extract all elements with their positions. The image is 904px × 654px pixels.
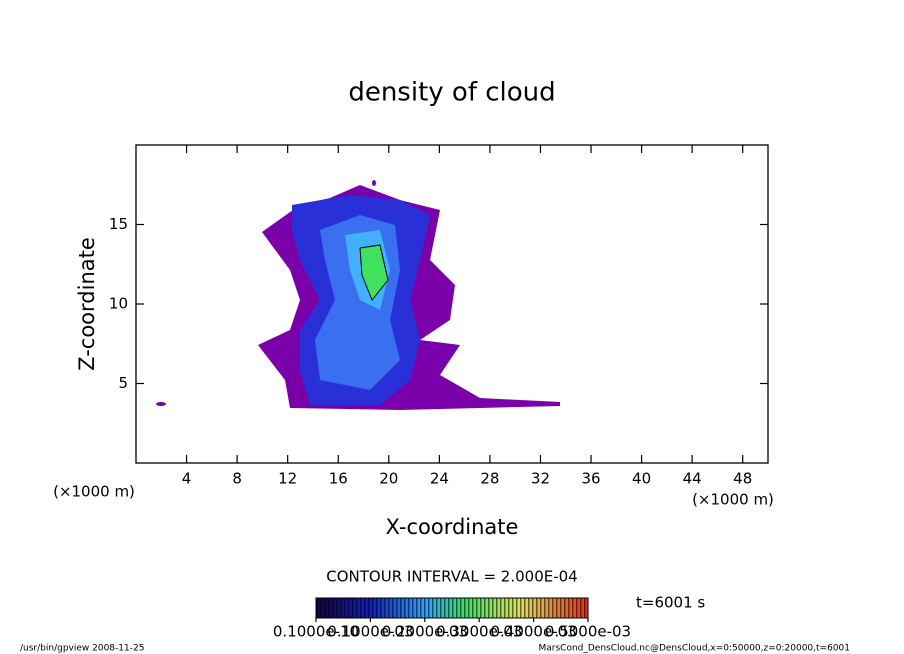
x-tick-label: 12 (278, 470, 297, 488)
x-tick-label: 20 (379, 470, 398, 488)
chart-title: density of cloud (348, 78, 555, 108)
colorbar-tick-label: 0.3000e-03 (436, 623, 522, 641)
x-unit: (×1000 m) (692, 491, 774, 509)
footer-left: /usr/bin/gpview 2008-11-25 (20, 644, 144, 654)
x-tick-label: 8 (232, 470, 242, 488)
footer-right: MarsCond_DensCloud.nc@DensCloud,x=0:5000… (539, 644, 851, 654)
y-tick-label: 10 (109, 295, 128, 313)
cloud-field (156, 180, 560, 410)
x-tick-label: 24 (430, 470, 449, 488)
x-tick-label: 16 (329, 470, 348, 488)
colorbar-tick-label: 0.1000e-03 (327, 623, 413, 641)
colorbar-frame (315, 597, 589, 619)
x-tick-label: 32 (531, 470, 550, 488)
time-label: t=6001 s (636, 594, 705, 612)
x-tick-label: 40 (632, 470, 651, 488)
x-tick-label: 44 (683, 470, 702, 488)
y-unit: (×1000 m) (53, 483, 135, 501)
y-tick-label: 5 (118, 374, 128, 392)
x-tick-label: 48 (733, 470, 752, 488)
contour-interval: CONTOUR INTERVAL = 2.000E-04 (326, 568, 577, 586)
x-tick-label: 4 (182, 470, 192, 488)
colorbar-tick-label: 0.1000e-10 (273, 623, 359, 641)
y-axis-label: Z-coordinate (75, 237, 99, 371)
colorbar-tick-label: 0.5000e-03 (545, 623, 631, 641)
colorbar-tick-label: 0.4000e-03 (490, 623, 576, 641)
x-tick-label: 28 (480, 470, 499, 488)
colorbar-tick-label: 0.2000e-03 (382, 623, 468, 641)
x-axis-label: X-coordinate (386, 515, 519, 539)
y-tick-label: 15 (109, 215, 128, 233)
x-tick-label: 36 (581, 470, 600, 488)
